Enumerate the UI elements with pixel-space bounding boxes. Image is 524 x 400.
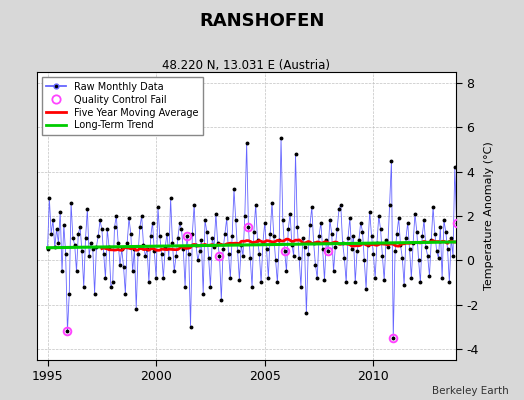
Legend: Raw Monthly Data, Quality Control Fail, Five Year Moving Average, Long-Term Tren: Raw Monthly Data, Quality Control Fail, … — [41, 77, 203, 135]
Text: Berkeley Earth: Berkeley Earth — [432, 386, 508, 396]
Title: 48.220 N, 13.031 E (Austria): 48.220 N, 13.031 E (Austria) — [162, 59, 330, 72]
Text: RANSHOFEN: RANSHOFEN — [199, 12, 325, 30]
Y-axis label: Temperature Anomaly (°C): Temperature Anomaly (°C) — [484, 142, 494, 290]
